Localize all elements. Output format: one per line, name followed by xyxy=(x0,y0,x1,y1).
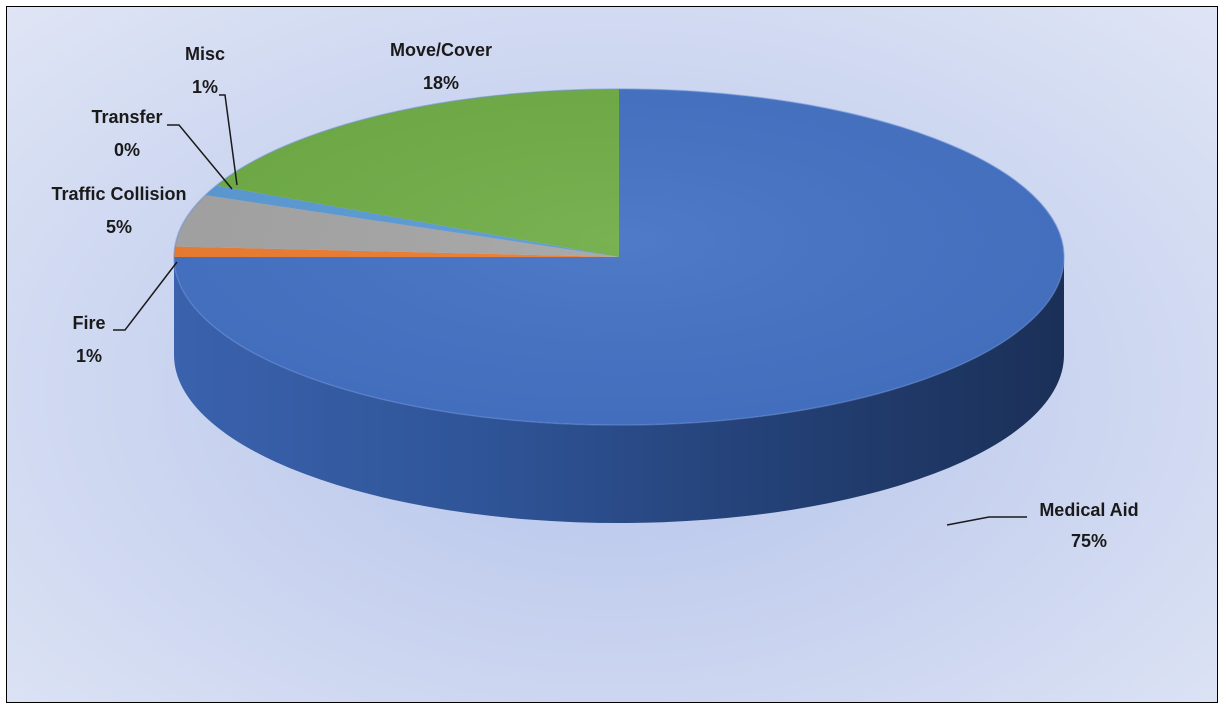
slice-name-misc: Misc xyxy=(185,44,225,64)
slice-value-transfer: 0% xyxy=(114,140,140,160)
leader-line-misc xyxy=(219,94,238,186)
chart-frame: Medical Aid 75% Fire 1% Traffic Collision 5% T… xyxy=(6,6,1218,703)
slice-value-traffic-collision: 5% xyxy=(106,217,132,237)
slice-name-traffic-collision: Traffic Collision xyxy=(51,184,186,204)
pie-top xyxy=(173,88,1065,426)
slice-name-move-cover: Move/Cover xyxy=(390,40,492,60)
pie-side-wall xyxy=(174,257,1064,523)
slice-name-fire: Fire xyxy=(72,313,105,333)
slice-value-fire: 1% xyxy=(76,346,102,366)
pie-top-rim xyxy=(173,88,1065,426)
pie-labels: Medical Aid 75% Fire 1% Traffic Collision 5% T… xyxy=(51,40,1138,551)
leader-line-medical-aid xyxy=(946,516,1027,526)
pie-chart: Medical Aid 75% Fire 1% Traffic Collision 5% T… xyxy=(51,40,1138,551)
pie-side xyxy=(174,257,1064,523)
slice-value-medical-aid: 75% xyxy=(1071,531,1107,551)
slice-name-transfer: Transfer xyxy=(91,107,162,127)
leader-line-fire xyxy=(113,261,178,331)
slice-value-move-cover: 18% xyxy=(423,73,459,93)
leader-line-transfer xyxy=(167,124,233,190)
slice-value-misc: 1% xyxy=(192,77,218,97)
slice-name-medical-aid: Medical Aid xyxy=(1039,500,1138,520)
